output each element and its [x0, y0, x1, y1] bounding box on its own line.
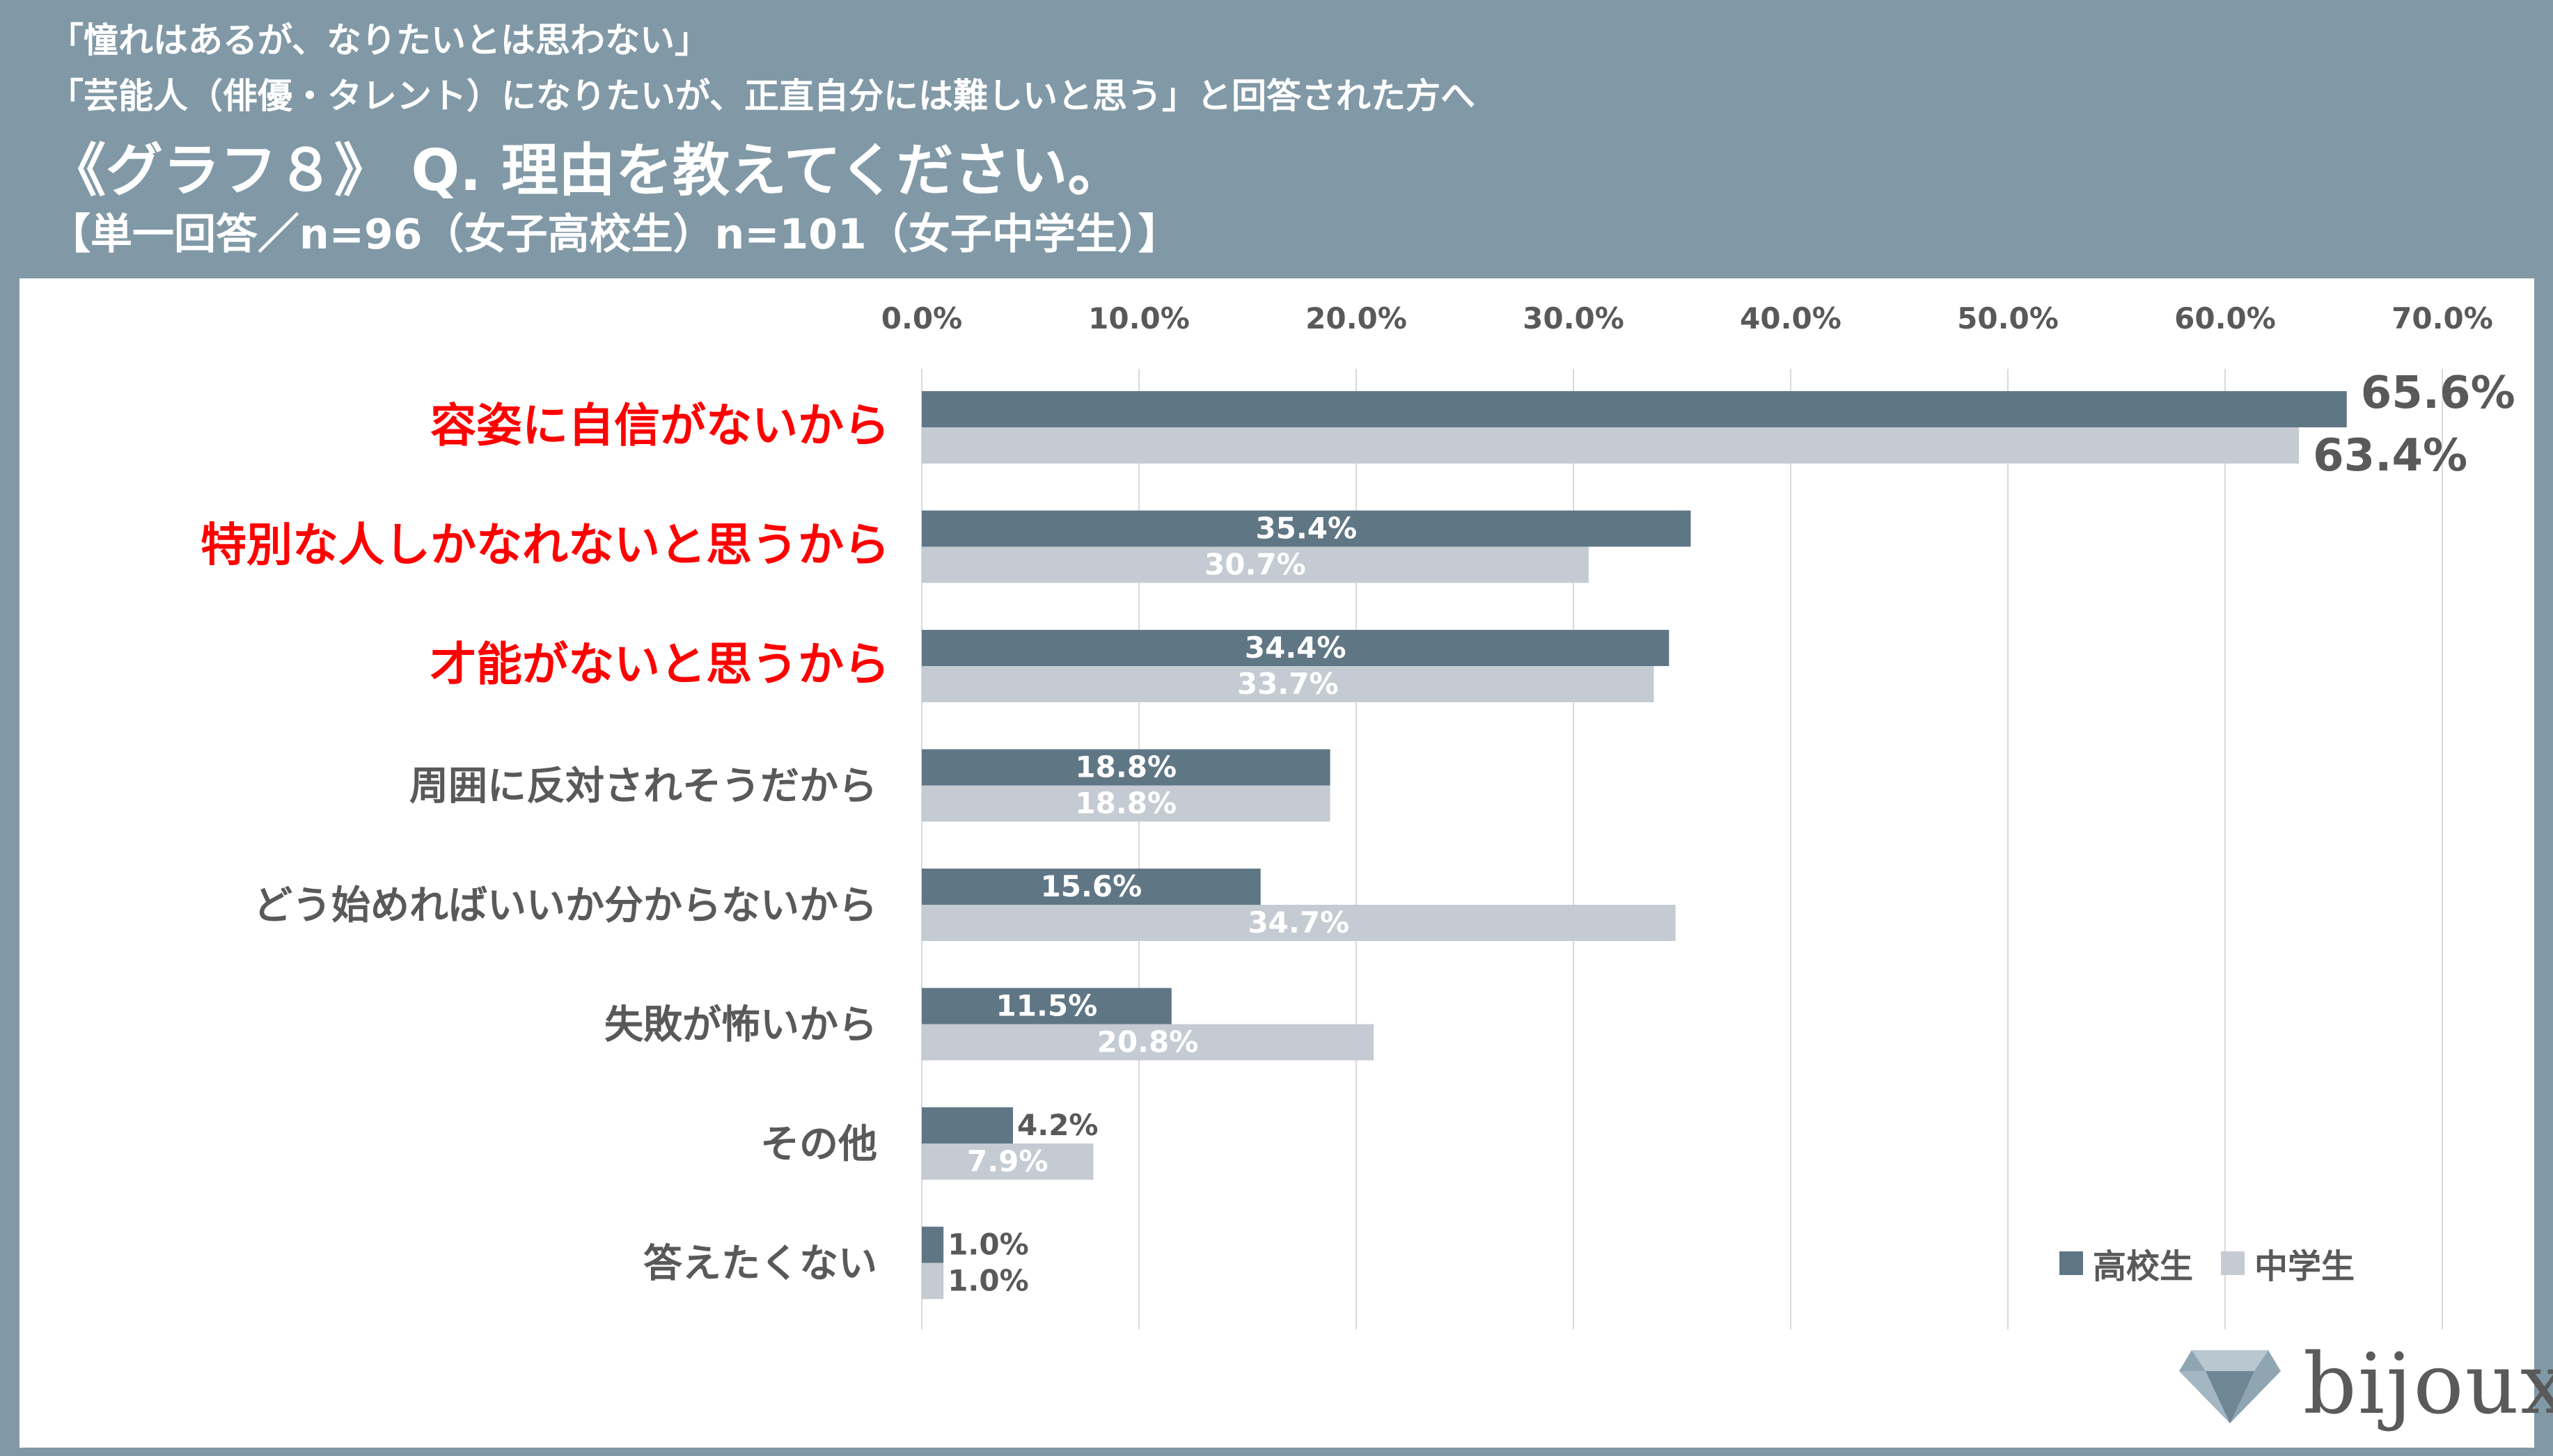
bar-high-school: [922, 869, 1261, 905]
x-tick-label: 40.0%: [1740, 301, 1841, 335]
data-label: 7.9%: [967, 1144, 1048, 1178]
data-label: 35.4%: [1255, 512, 1357, 546]
chart-subtitle: 【単一回答／n=96（女子高校生）n=101（女子中学生）】: [49, 210, 1180, 259]
bar-chart: 0.0% 10.0% 20.0% 30.0% 40.0% 50.0% 60.0% 70.0% 容…: [201, 301, 2515, 1329]
bar-high-school: [922, 988, 1172, 1024]
data-label: 65.6%: [2361, 367, 2515, 419]
legend-label-high-school: 高校生: [2093, 1247, 2194, 1286]
data-label: 20.8%: [1097, 1025, 1199, 1059]
bar-middle-school: [922, 905, 1676, 941]
data-label: 18.8%: [1075, 786, 1177, 821]
data-label: 34.7%: [1248, 905, 1349, 940]
category-label: 答えたくない: [643, 1242, 877, 1287]
data-label: 11.5%: [996, 989, 1098, 1023]
bar-high-school: [922, 749, 1330, 786]
bijoux-logo: bijoux: [2150, 1322, 2553, 1448]
data-label: 63.4%: [2313, 430, 2467, 482]
x-tick-label: 0.0%: [881, 301, 962, 335]
data-label: 33.7%: [1237, 667, 1339, 701]
x-tick-label: 30.0%: [1523, 301, 1624, 335]
bar-middle-school: [922, 785, 1330, 822]
logo-text: bijoux: [2303, 1336, 2553, 1433]
x-tick-label: 70.0%: [2391, 301, 2493, 335]
category-label: 才能がないと思うから: [430, 638, 890, 691]
header: 「憧れはあるが、なりたいとは思わない」 「芸能人（俳優・タレント）になりたいが、…: [0, 0, 2553, 275]
header-line-2: 「芸能人（俳優・タレント）になりたいが、正直自分には難しいと思う」と回答された方…: [49, 76, 1475, 116]
data-label: 15.6%: [1041, 869, 1142, 903]
data-label: 18.8%: [1075, 750, 1177, 784]
bar-high-school: [922, 630, 1670, 666]
header-line-1: 「憧れはあるが、なりたいとは思わない」: [49, 20, 709, 61]
diamond-icon: [2179, 1350, 2281, 1423]
legend-item-middle-school: 中学生: [2221, 1239, 2355, 1288]
category-label: どう始めればいいか分からないから: [253, 883, 877, 928]
x-tick-label: 20.0%: [1305, 301, 1407, 335]
bar-middle-school: [922, 427, 2300, 464]
bar-high-school: [922, 391, 2347, 427]
bar-high-school: [922, 1107, 1014, 1144]
legend-swatch-high-school: [2059, 1251, 2083, 1275]
data-label: 1.0%: [948, 1264, 1028, 1298]
data-label: 4.2%: [1017, 1108, 1098, 1142]
legend-label-middle-school: 中学生: [2254, 1247, 2355, 1286]
chart-panel: 0.0% 10.0% 20.0% 30.0% 40.0% 50.0% 60.0% 70.0% 容…: [19, 278, 2553, 1448]
category-label: その他: [760, 1122, 877, 1167]
bar-middle-school: [922, 1024, 1374, 1061]
category-label: 周囲に反対されそうだから: [409, 764, 877, 809]
legend-item-high-school: 高校生: [2059, 1239, 2193, 1288]
x-tick-label: 10.0%: [1088, 301, 1190, 335]
data-label: 30.7%: [1204, 548, 1306, 582]
data-label: 34.4%: [1245, 631, 1346, 665]
chart-title: 《グラフ８》 Q. 理由を教えてください。: [49, 138, 1125, 204]
bar-middle-school: [922, 1263, 944, 1299]
x-tick-label: 60.0%: [2174, 301, 2276, 335]
bar-middle-school: [922, 546, 1589, 583]
x-tick-label: 50.0%: [1957, 301, 2059, 335]
category-label: 失敗が怖いから: [604, 1003, 877, 1048]
category-label: 容姿に自信がないから: [430, 399, 890, 452]
bar-high-school: [922, 510, 1691, 547]
legend: 高校生 中学生: [2059, 1239, 2355, 1288]
bar-middle-school: [922, 666, 1654, 702]
bar-high-school: [922, 1226, 944, 1263]
legend-swatch-middle-school: [2221, 1251, 2245, 1275]
bar-middle-school: [922, 1144, 1094, 1180]
data-label: 1.0%: [948, 1228, 1028, 1262]
category-label: 特別な人しかなれないと思うから: [201, 519, 890, 572]
